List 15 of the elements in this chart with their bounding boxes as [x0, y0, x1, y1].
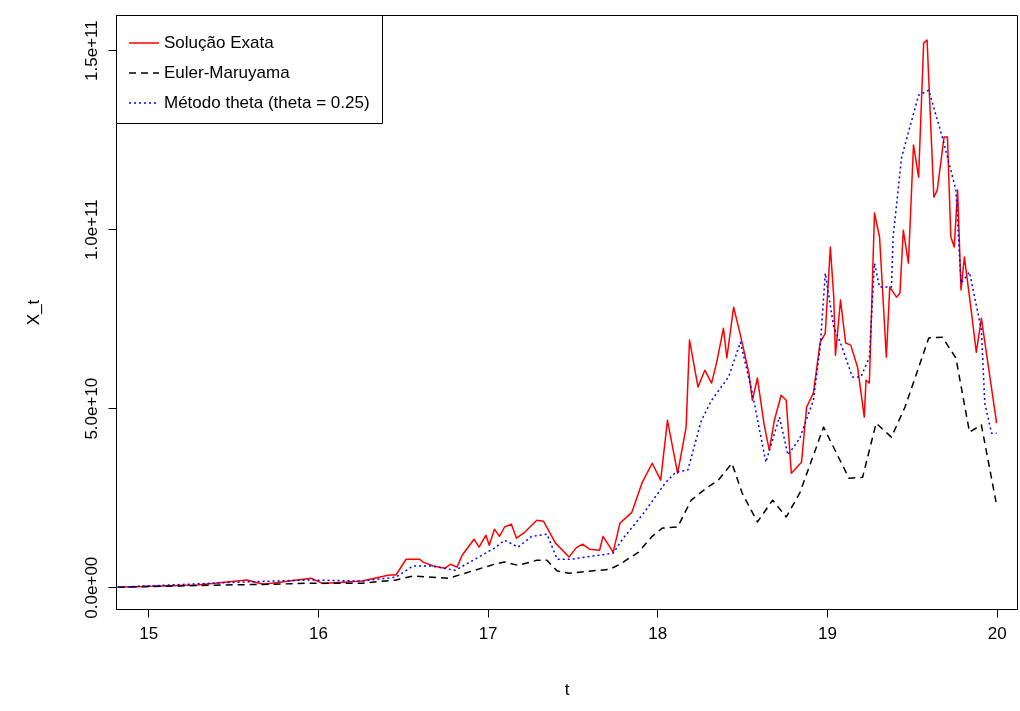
y-tick-label: 5.0e+10 — [81, 377, 101, 440]
x-tick-label: 18 — [648, 623, 668, 643]
x-tick-label: 16 — [308, 623, 328, 643]
y-axis-title: X_t — [23, 299, 43, 326]
y-tick-label: 1.5e+11 — [81, 20, 101, 81]
legend-label: Método theta (theta = 0.25) — [164, 93, 370, 112]
x-axis-title: t — [564, 679, 570, 699]
y-tick-label: 0.0e+00 — [81, 556, 101, 619]
legend-label: Euler-Maruyama — [164, 63, 291, 82]
x-tick-label: 15 — [139, 623, 159, 643]
legend-label: Solução Exata — [164, 33, 275, 52]
x-tick-label: 20 — [987, 623, 1007, 643]
x-tick-label: 17 — [478, 623, 498, 643]
y-tick-label: 1.0e+11 — [81, 199, 101, 260]
x-tick-label: 19 — [818, 623, 837, 643]
